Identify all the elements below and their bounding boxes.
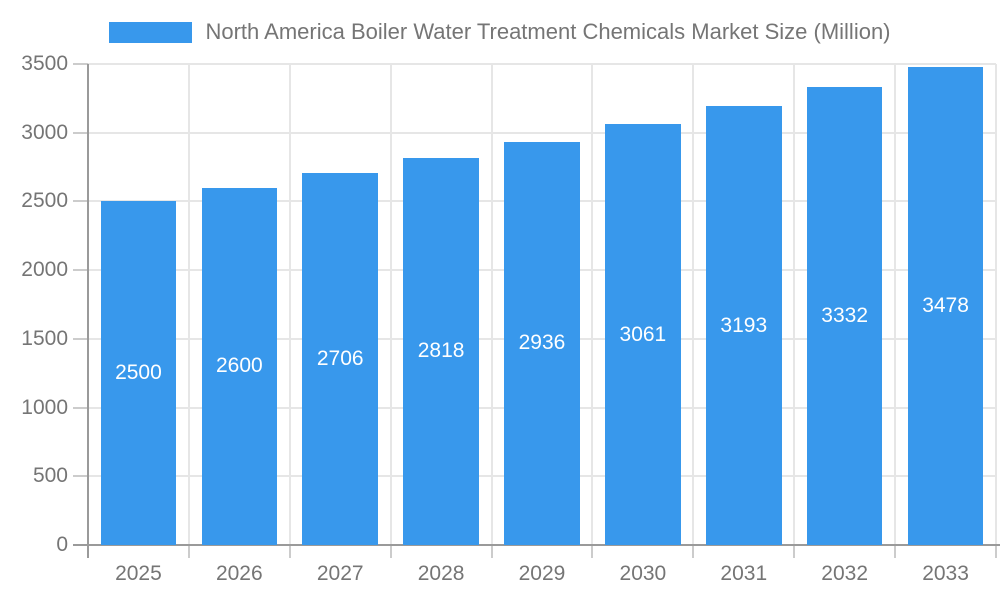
x-axis-tick-2 <box>288 545 291 558</box>
gridline-v-3 <box>389 64 392 545</box>
x-axis-label-2026: 2026 <box>215 562 263 585</box>
y-axis-tick-2500 <box>73 200 88 203</box>
x-axis-label-2029: 2029 <box>518 562 566 585</box>
bar-2031[interactable] <box>705 106 782 545</box>
y-axis-tick-3500 <box>73 63 88 65</box>
x-axis-label-2027: 2027 <box>316 562 364 585</box>
x-axis-tick-9 <box>995 545 997 558</box>
gridline-v-9 <box>995 64 997 545</box>
y-axis-label-3000: 3000 <box>21 120 68 144</box>
y-axis-label-2500: 2500 <box>21 189 68 213</box>
x-axis-tick-6 <box>692 545 695 558</box>
legend[interactable]: North America Boiler Water Treatment Che… <box>0 14 1000 50</box>
bar-2025[interactable] <box>100 201 177 545</box>
x-axis-label-2031: 2031 <box>720 562 768 585</box>
gridline-v-7 <box>793 64 796 545</box>
x-axis-tick-5 <box>591 545 594 558</box>
y-axis-label-2000: 2000 <box>21 258 68 282</box>
y-axis-label-1500: 1500 <box>21 326 68 350</box>
gridline-v-2 <box>288 64 291 545</box>
x-axis-tick-7 <box>793 545 796 558</box>
bar-2030[interactable] <box>605 124 681 545</box>
gridline-v-5 <box>591 64 594 545</box>
y-axis-label-500: 500 <box>32 464 68 488</box>
y-axis-label-0: 0 <box>56 533 68 556</box>
bar-2029[interactable] <box>504 141 580 545</box>
y-axis-tick-3000 <box>73 131 88 134</box>
x-axis-line <box>73 544 1000 546</box>
y-axis-tick-1000 <box>73 406 88 409</box>
y-axis-label-3500: 3500 <box>21 52 68 75</box>
y-axis-line <box>87 64 89 558</box>
gridline-v-4 <box>490 64 493 545</box>
gridline-v-8 <box>894 64 897 545</box>
bar-2026[interactable] <box>201 187 278 545</box>
bar-2027[interactable] <box>302 173 379 545</box>
x-axis-tick-1 <box>187 545 190 558</box>
legend-swatch <box>109 21 193 43</box>
x-axis-tick-8 <box>894 545 897 558</box>
x-axis-label-2030: 2030 <box>619 562 667 585</box>
x-axis-label-2032: 2032 <box>821 562 869 585</box>
gridline-v-1 <box>187 64 190 545</box>
y-axis-tick-1500 <box>73 337 88 340</box>
x-axis-label-2028: 2028 <box>417 562 465 585</box>
x-axis-tick-3 <box>389 545 392 558</box>
y-axis-label-1000: 1000 <box>21 395 68 419</box>
x-axis-tick-4 <box>490 545 493 558</box>
gridline-v-6 <box>692 64 695 545</box>
bar-2028[interactable] <box>403 157 479 545</box>
y-axis-tick-2000 <box>73 269 88 272</box>
bar-2032[interactable] <box>806 87 883 545</box>
x-axis-label-2033: 2033 <box>922 562 969 585</box>
gridline-h-3000 <box>88 131 996 134</box>
x-axis-label-2025: 2025 <box>115 562 162 585</box>
y-axis-tick-500 <box>73 475 88 478</box>
bar-2033[interactable] <box>907 67 984 545</box>
legend-label: North America Boiler Water Treatment Che… <box>205 19 891 44</box>
gridline-h-3500 <box>88 63 996 65</box>
